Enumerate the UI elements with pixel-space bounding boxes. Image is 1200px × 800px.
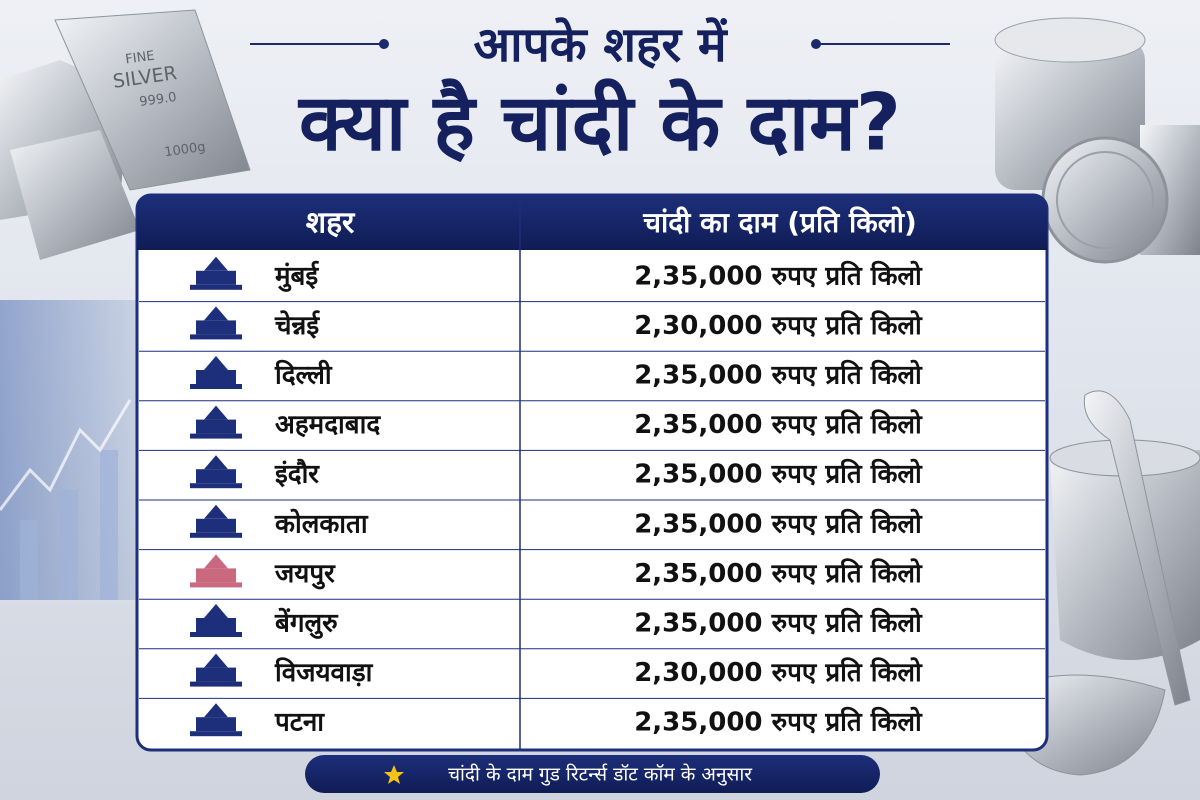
footer-star (384, 765, 404, 784)
city-icon (190, 405, 242, 439)
icon-top (204, 604, 228, 618)
city-name: इंदौर (274, 459, 320, 490)
city-icon (190, 256, 242, 290)
icon-body (196, 370, 236, 384)
icon-base (190, 483, 242, 489)
table-header: शहर (306, 206, 356, 241)
icon-body (196, 618, 236, 632)
city-name: पटना (274, 708, 325, 738)
bar-text: 999.0 (139, 90, 178, 110)
icon-top (204, 256, 228, 271)
city-icon (190, 703, 242, 737)
price: 2,35,000 रुपए प्रति किलो (634, 558, 923, 589)
icon-body (196, 518, 236, 533)
city-name: जयपुर (274, 559, 336, 590)
icon-base (190, 582, 242, 588)
footer-note: चांदी के दाम गुड रिटर्न्स डॉट कॉम के अनु… (448, 763, 753, 787)
city-name: बेंगलुरु (274, 608, 339, 640)
city-name: कोलकाता (274, 508, 369, 539)
icon-base (190, 384, 242, 389)
city-icon (190, 554, 242, 588)
icon-base (190, 731, 242, 737)
icon-base (190, 284, 242, 290)
footer-pill (305, 755, 880, 793)
icon-top (204, 306, 228, 321)
silver-coins (994, 17, 1200, 264)
icon-body (196, 419, 236, 434)
icon-top (204, 405, 228, 420)
icon-body (196, 717, 236, 732)
city-name: मुंबई (274, 260, 319, 292)
table-header: चांदी का दाम (प्रति किलो) (642, 206, 917, 239)
icon-base (190, 334, 242, 340)
price: 2,35,000 रुपए प्रति किलो (634, 459, 923, 490)
chart-decoration (0, 399, 132, 600)
icon-body (196, 320, 236, 335)
icon-top (204, 455, 228, 470)
bar-text: 1000g (163, 140, 206, 161)
silver-bars: FINE SILVER 999.0 1000g (0, 9, 251, 260)
city-icon (190, 455, 242, 489)
price: 2,35,000 रुपए प्रति किलो (634, 360, 923, 391)
bar-text: FINE (124, 49, 155, 68)
city-name: अहमदाबाद (275, 410, 381, 440)
icon-body (196, 667, 236, 682)
price: 2,35,000 रुपए प्रति किलो (634, 409, 923, 440)
icon-body (196, 270, 236, 285)
silver-utensils (999, 390, 1200, 776)
icon-top (204, 554, 228, 569)
title-line1: आपके शहर में (473, 17, 728, 73)
title-ornament (250, 39, 950, 49)
price: 2,30,000 रुपए प्रति किलो (634, 657, 923, 688)
title-line2: क्या है चांदी के दाम? (297, 77, 901, 168)
city-icon (190, 604, 242, 637)
icon-top (204, 356, 228, 370)
city-icon (190, 504, 242, 538)
price: 2,35,000 रुपए प्रति किलो (634, 260, 923, 291)
icon-base (190, 532, 242, 538)
table-body: मुंबई 2,35,000 रुपए प्रति किलो चेन्नई 2,30,… (139, 256, 1045, 738)
icon-top (204, 653, 228, 668)
icon-top (204, 504, 228, 519)
icon-top (204, 703, 228, 718)
icon-body (196, 568, 236, 583)
price: 2,35,000 रुपए प्रति किलो (634, 508, 923, 539)
price: 2,35,000 रुपए प्रति किलो (634, 707, 923, 738)
price: 2,35,000 रुपए प्रति किलो (634, 608, 923, 639)
icon-body (196, 469, 236, 484)
city-icon (190, 356, 242, 389)
icon-base (190, 632, 242, 637)
city-name: विजयवाड़ा (274, 657, 374, 688)
city-icon (190, 306, 242, 340)
price: 2,30,000 रुपए प्रति किलो (634, 310, 923, 341)
city-name: दिल्ली (274, 360, 333, 391)
icon-base (190, 681, 242, 687)
city-icon (190, 653, 242, 687)
city-name: चेन्नई (274, 310, 320, 341)
table-header-bg (137, 195, 1047, 250)
icon-base (190, 433, 242, 439)
